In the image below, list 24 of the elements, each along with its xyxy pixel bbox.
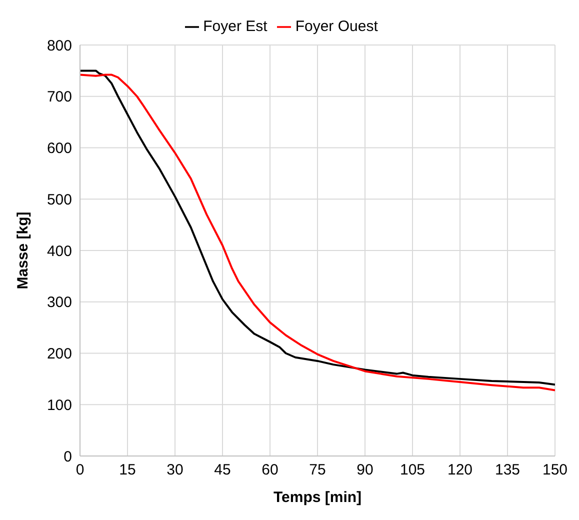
y-tick-label: 0 [64, 448, 72, 466]
x-axis-title: Temps [min] [273, 489, 362, 506]
y-tick-label: 500 [46, 191, 72, 208]
x-tick-label: 90 [356, 462, 374, 479]
x-tick-label: 135 [494, 462, 520, 479]
x-tick-label: 15 [119, 462, 136, 479]
y-tick-label: 200 [46, 346, 72, 363]
legend-label: Foyer Ouest [295, 18, 378, 35]
y-tick-label: 400 [46, 242, 72, 260]
x-tick-label: 150 [542, 462, 568, 479]
x-tick-label: 0 [76, 462, 84, 479]
y-tick-label: 700 [46, 88, 72, 106]
y-tick-label: 100 [46, 396, 72, 414]
y-axis-title: Masse [kg] [14, 212, 32, 290]
x-tick-label: 60 [262, 462, 278, 479]
x-tick-label: 45 [214, 462, 231, 479]
legend-label: Foyer Est [203, 18, 268, 35]
x-tick-label: 120 [447, 462, 473, 479]
x-tick-label: 30 [166, 462, 184, 479]
y-tick-label: 600 [46, 140, 72, 158]
x-tick-label: 105 [400, 462, 426, 479]
y-tick-label: 300 [46, 294, 72, 312]
y-tick-label: 800 [46, 37, 72, 54]
x-tick-label: 75 [309, 462, 326, 479]
